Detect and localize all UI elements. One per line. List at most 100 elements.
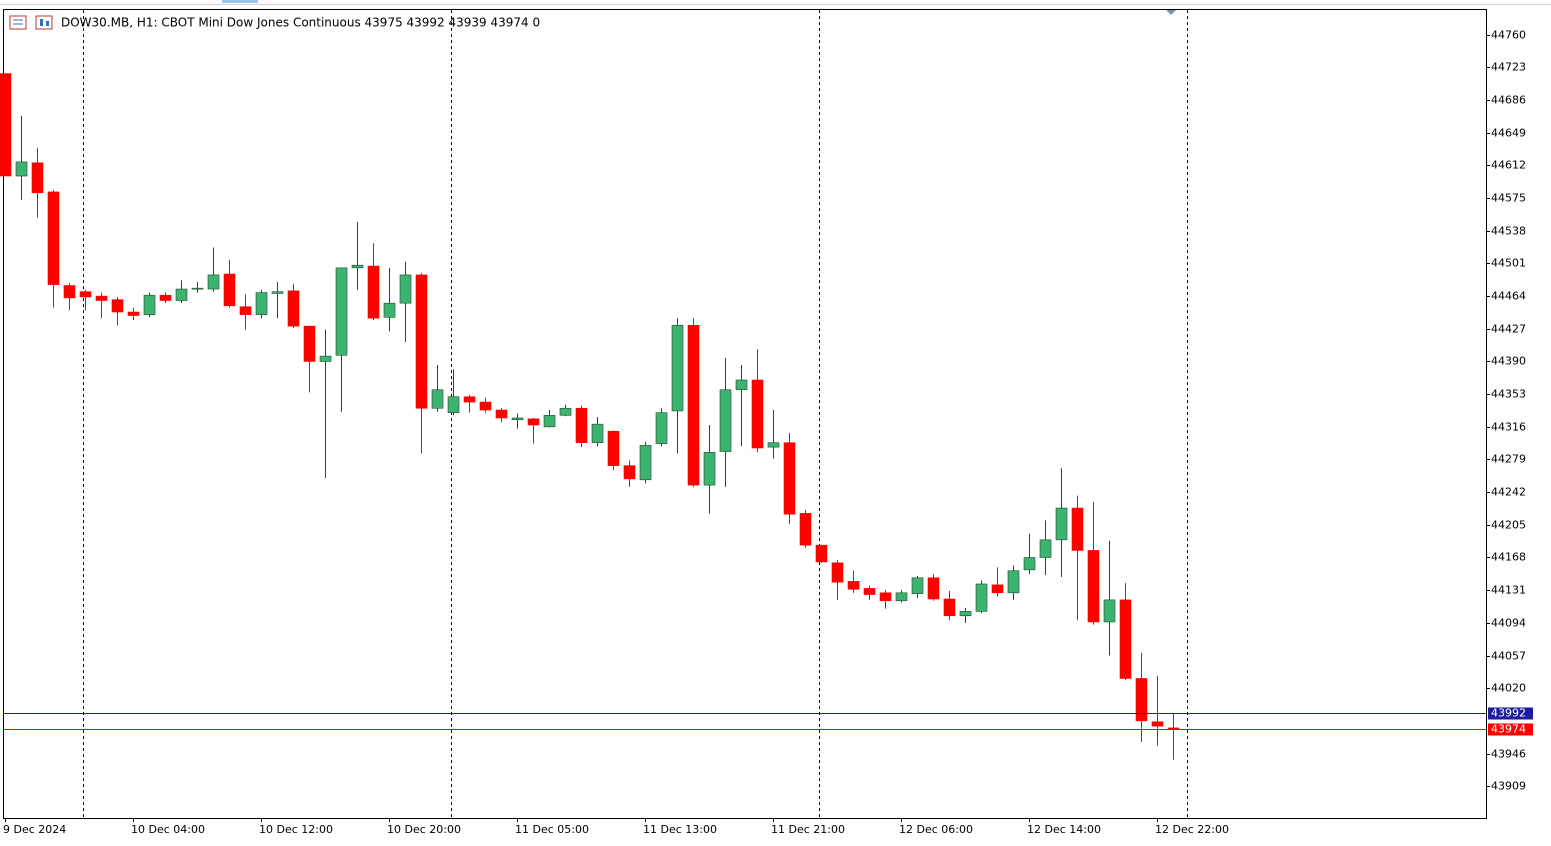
candle-body — [879, 592, 892, 602]
candle-body — [767, 442, 780, 448]
candle-body — [1087, 550, 1100, 623]
y-tick-label: 44316 — [1491, 421, 1526, 434]
candle-body — [943, 598, 956, 617]
y-tick-label: 44649 — [1491, 127, 1526, 140]
candle-body — [1071, 507, 1084, 551]
candle-body — [975, 583, 988, 612]
candle-body — [271, 291, 284, 294]
candle-body — [687, 324, 700, 486]
x-tick-label: 11 Dec 13:00 — [643, 823, 717, 836]
candle-body — [639, 445, 652, 481]
candle-body — [575, 407, 588, 443]
candle-body — [1135, 678, 1148, 722]
candle-body — [303, 325, 316, 362]
candle-body — [399, 274, 412, 304]
candle-body — [511, 417, 524, 421]
price-label: 43992 — [1491, 707, 1526, 720]
candle-body — [623, 465, 636, 480]
y-tick-label: 44279 — [1491, 453, 1526, 466]
y-tick-label: 44131 — [1491, 584, 1526, 597]
candle-body — [735, 379, 748, 391]
candle-body — [383, 302, 396, 318]
candle-body — [495, 409, 508, 419]
y-tick-label: 43946 — [1491, 748, 1526, 761]
candle-body — [1167, 727, 1180, 730]
candle-body — [47, 191, 60, 285]
candle-body — [1119, 599, 1132, 679]
candle-body — [31, 162, 44, 194]
x-tick-label: 9 Dec 2024 — [3, 823, 66, 836]
plot: 44760 44723 44686 44649 44612 44575 44538 44501… — [0, 29, 1533, 836]
chart-title: DOW30.MB, H1: CBOT Mini Dow Jones Contin… — [61, 16, 540, 30]
candle-body — [655, 412, 668, 444]
plot-frame — [3, 9, 1487, 819]
candle-body — [911, 577, 924, 595]
icon — [40, 19, 43, 26]
y-tick-label: 44020 — [1491, 682, 1526, 695]
candle-body — [287, 290, 300, 327]
candle-body — [143, 294, 156, 315]
candle-body — [255, 292, 268, 315]
candle-body — [415, 274, 428, 409]
candle-body — [1055, 507, 1068, 541]
candle-body — [1007, 570, 1020, 594]
y-tick-label: 44427 — [1491, 323, 1526, 336]
x-tick-label: 12 Dec 06:00 — [899, 823, 973, 836]
candle-body — [831, 562, 844, 583]
candle-body — [1103, 599, 1116, 623]
y-tick-label: 44390 — [1491, 355, 1526, 368]
candle-body — [991, 584, 1004, 594]
candle-body — [815, 544, 828, 563]
candle-body — [447, 396, 460, 413]
y-tick-label: 44686 — [1491, 94, 1526, 107]
candle-body — [927, 577, 940, 600]
candle-body — [95, 295, 108, 301]
candle-body — [431, 389, 444, 409]
candle-body — [847, 581, 860, 590]
candle-body — [559, 407, 572, 416]
x-tick-label: 11 Dec 05:00 — [515, 823, 589, 836]
y-tick-label: 44575 — [1491, 192, 1526, 205]
y-tick-label: 44168 — [1491, 551, 1526, 564]
candle-body — [351, 264, 364, 269]
candle-body — [159, 294, 172, 301]
candle-body — [239, 306, 252, 315]
y-tick-label: 44205 — [1491, 519, 1526, 532]
icon — [46, 21, 49, 26]
candle-body — [751, 379, 764, 449]
candle-body — [703, 452, 716, 486]
x-tick-label: 10 Dec 04:00 — [131, 823, 205, 836]
x-tick-label: 12 Dec 14:00 — [1027, 823, 1101, 836]
candle-body — [863, 588, 876, 595]
y-tick-label: 44094 — [1491, 617, 1526, 630]
x-tick-label: 10 Dec 20:00 — [387, 823, 461, 836]
candle-body — [959, 611, 972, 617]
candle-body — [127, 311, 140, 316]
candle-body — [895, 592, 908, 602]
price-label: 43974 — [1491, 723, 1526, 736]
candle-body — [207, 274, 220, 290]
y-tick-label: 44242 — [1491, 486, 1526, 499]
candle-body — [335, 267, 348, 356]
candle-body — [719, 389, 732, 452]
candle-body — [191, 287, 204, 290]
candle-body — [671, 324, 684, 412]
candle-body — [175, 288, 188, 301]
candle-body — [479, 401, 492, 411]
icon — [35, 15, 53, 30]
tab-indicator — [222, 0, 258, 3]
candle-body — [111, 299, 124, 313]
price-label-box — [1488, 707, 1533, 720]
candle-body — [319, 355, 332, 362]
candle-body — [591, 423, 604, 443]
candle-body — [79, 291, 92, 298]
day-separators — [83, 10, 1188, 818]
candle-body — [463, 396, 476, 403]
y-tick-label: 44464 — [1491, 290, 1526, 303]
candle-body — [0, 73, 12, 177]
y-tick-label: 44612 — [1491, 159, 1526, 172]
y-tick-label: 44723 — [1491, 61, 1526, 74]
icon — [9, 15, 27, 30]
